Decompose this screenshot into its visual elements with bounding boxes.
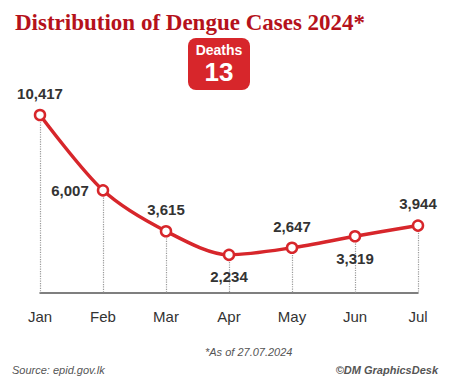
svg-text:Jan: Jan — [28, 308, 52, 325]
svg-text:Jun: Jun — [343, 308, 367, 325]
svg-text:Jul: Jul — [408, 308, 427, 325]
svg-text:Mar: Mar — [153, 308, 179, 325]
svg-text:3,319: 3,319 — [336, 250, 374, 267]
svg-text:Source: epid.gov.lk: Source: epid.gov.lk — [12, 364, 105, 376]
svg-text:6,007: 6,007 — [51, 182, 89, 199]
svg-text:©DM GraphicsDesk: ©DM GraphicsDesk — [336, 364, 439, 376]
svg-text:Deaths: Deaths — [196, 42, 243, 58]
svg-text:Distribution of Dengue Cases 2: Distribution of Dengue Cases 2024* — [15, 10, 365, 35]
svg-text:13: 13 — [205, 57, 234, 87]
svg-text:Feb: Feb — [90, 308, 116, 325]
svg-text:Apr: Apr — [217, 308, 240, 325]
svg-text:May: May — [278, 308, 307, 325]
svg-text:3,615: 3,615 — [147, 201, 185, 218]
svg-text:2,647: 2,647 — [273, 218, 311, 235]
svg-text:*As of 27.07.2024: *As of 27.07.2024 — [205, 346, 292, 358]
svg-text:2,234: 2,234 — [210, 268, 248, 285]
svg-text:3,944: 3,944 — [399, 195, 437, 212]
svg-text:10,417: 10,417 — [17, 85, 63, 102]
